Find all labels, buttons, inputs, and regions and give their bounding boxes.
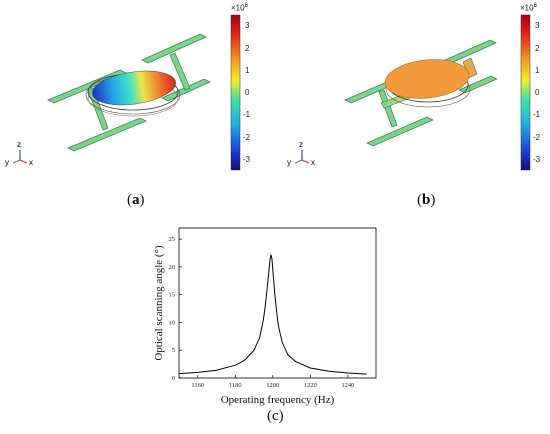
x-tick-label: 1180 xyxy=(229,382,242,389)
axis-triad-a xyxy=(12,150,28,164)
y-tick-label: 10 xyxy=(169,319,176,326)
mirror-disk-b xyxy=(384,59,470,99)
colorbar-tick: 0 xyxy=(245,88,250,97)
axis-triad-b xyxy=(294,150,310,164)
colorbar-b xyxy=(520,14,531,171)
colorbar-exponent: ×106 xyxy=(520,3,537,13)
axis-y-label: y xyxy=(5,158,9,167)
y-tick-label: 20 xyxy=(169,264,176,271)
colorbar-tick: 3 xyxy=(535,21,540,30)
x-tick-label: 1220 xyxy=(304,382,317,389)
y-tick-label: 25 xyxy=(169,236,176,243)
y-tick-label: 5 xyxy=(172,347,175,354)
colorbar-a xyxy=(230,14,241,171)
axis-x-label: x xyxy=(311,158,315,167)
axis-z-label: z xyxy=(17,140,21,149)
axis-x-label: x xyxy=(29,158,33,167)
mirror-disk-a xyxy=(92,70,176,106)
y-tick-label: 0 xyxy=(172,375,175,382)
panel-b: z y x ×106 3 2 1 0 -1 -2 -3 (b) xyxy=(275,0,550,215)
simulation-b-graphic xyxy=(294,14,531,171)
colorbar-tick: -1 xyxy=(533,110,541,119)
torsion-frame-right-b xyxy=(444,39,498,94)
colorbar-tick: -2 xyxy=(243,133,251,142)
x-axis-title: Operating frequency (Hz) xyxy=(221,394,335,406)
axis-y-label: y xyxy=(287,158,291,167)
simulation-a-graphic xyxy=(12,14,241,171)
colorbar-tick: -2 xyxy=(533,133,541,142)
torsion-frame-right xyxy=(141,33,211,102)
panel-caption-b: (b) xyxy=(417,192,436,208)
series-line xyxy=(178,254,367,375)
colorbar-tick: 1 xyxy=(535,66,540,75)
colorbar-tick: 2 xyxy=(535,44,540,53)
colorbar-tick: -3 xyxy=(243,155,251,164)
x-tick-label: 1160 xyxy=(191,382,204,389)
colorbar-tick: 1 xyxy=(245,66,250,75)
axis-z-label: z xyxy=(299,140,303,149)
colorbar-tick: -3 xyxy=(533,155,541,164)
colorbar-tick: -1 xyxy=(243,110,251,119)
panel-caption-c: (c) xyxy=(267,408,284,424)
panel-a: z y x ×106 3 2 1 0 -1 -2 -3 (a) xyxy=(0,0,275,215)
panel-c: 1160 1180 1200 1220 1240 0 5 10 15 20 25 Operating … xyxy=(150,222,400,429)
x-tick-label: 1240 xyxy=(341,382,354,389)
resonance-chart: 1160 1180 1200 1220 1240 0 5 10 15 20 25 Operating … xyxy=(153,227,377,406)
y-axis-title: Optical scanning angle (°) xyxy=(153,245,165,361)
plot-frame xyxy=(178,227,377,379)
colorbar-tick: 3 xyxy=(245,21,250,30)
colorbar-tick: 2 xyxy=(245,44,250,53)
x-tick-label: 1200 xyxy=(266,382,279,389)
y-tick-label: 15 xyxy=(169,292,176,299)
panel-caption-a: (a) xyxy=(127,192,145,208)
colorbar-exponent: ×106 xyxy=(231,3,248,13)
colorbar-tick: 0 xyxy=(535,88,540,97)
